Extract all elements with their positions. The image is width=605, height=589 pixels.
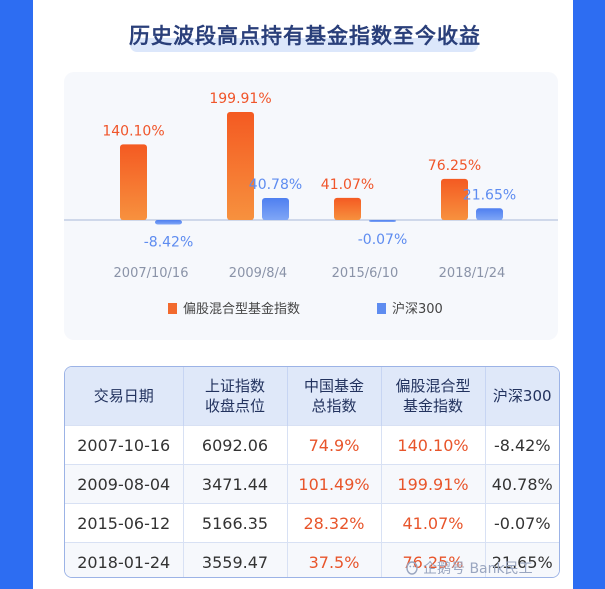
table-cell: 76.25% <box>381 542 486 577</box>
page-title: 历史波段高点持有基金指数至今收益 <box>129 24 481 48</box>
table-cell: 21.65% <box>485 542 559 577</box>
table-cell: 3559.47 <box>183 542 288 577</box>
table-cell: 2009-08-04 <box>65 464 184 504</box>
title-block: 历史波段高点持有基金指数至今收益 <box>100 16 510 60</box>
bar-fund-3 <box>441 178 468 220</box>
bar-fund-2 <box>334 197 361 220</box>
watermark-text: 企鹅号 Bank民工 <box>423 561 533 577</box>
table-header-cell-0: 交易日期 <box>65 367 184 426</box>
data-label-fund-2: 41.07% <box>321 177 374 193</box>
table-header-cell-4: 沪深300 <box>485 367 559 426</box>
table-cell: -8.42% <box>485 425 559 465</box>
data-label-hs300-3: 21.65% <box>463 187 516 203</box>
data-table: 交易日期 上证指数 收盘点位 中国基金 总指数 偏股混合型 基金指数 沪深300 2007-1… <box>65 367 559 577</box>
table-cell: 140.10% <box>381 425 486 465</box>
table-header-row: 交易日期 上证指数 收盘点位 中国基金 总指数 偏股混合型 基金指数 沪深300 <box>65 367 559 426</box>
table-cell: 40.78% <box>485 464 559 504</box>
left-border <box>0 0 33 589</box>
legend-label-fund: 偏股混合型基金指数 <box>183 301 300 317</box>
table-cell: 2015-06-12 <box>65 503 184 543</box>
category-label-1: 2009/8/4 <box>229 266 287 281</box>
data-label-hs300-2: -0.07% <box>358 232 408 248</box>
table-cell: 101.49% <box>287 464 382 504</box>
bar-hs300-1 <box>262 197 289 220</box>
table-row: 2015-06-12 5166.35 28.32% 41.07% -0.07% <box>65 503 559 543</box>
table-row: 2007-10-16 6092.06 74.9% 140.10% -8.42% <box>65 425 559 465</box>
data-label-hs300-1: 40.78% <box>249 177 302 193</box>
table-header-cell-3: 偏股混合型 基金指数 <box>381 367 486 426</box>
table-body: 2007-10-16 6092.06 74.9% 140.10% -8.42% 2009-… <box>65 425 559 577</box>
table-cell: 28.32% <box>287 503 382 543</box>
data-label-fund-1: 199.91% <box>209 91 271 107</box>
right-border <box>573 0 605 589</box>
table-cell: 37.5% <box>287 542 382 577</box>
bar-hs300-0 <box>155 220 182 225</box>
table-row: 2009-08-04 3471.44 101.49% 199.91% 40.78% <box>65 464 559 504</box>
data-label-hs300-0: -8.42% <box>144 235 194 251</box>
table-row: 2018-01-24 3559.47 37.5% 76.25% 21.65% <box>65 542 559 577</box>
data-table-card: 交易日期 上证指数 收盘点位 中国基金 总指数 偏股混合型 基金指数 沪深300 2007-1… <box>64 366 560 578</box>
title-highlight <box>130 38 478 52</box>
data-label-fund-3: 76.25% <box>428 158 481 174</box>
chart-card: 140.10% -8.42% 2007/10/16 199.91% 40.78% 2009… <box>64 72 558 340</box>
table-cell: 2018-01-24 <box>65 542 184 577</box>
legend-swatch-hs300 <box>377 303 386 314</box>
legend-label-hs300: 沪深300 <box>392 301 443 317</box>
table-cell: 74.9% <box>287 425 382 465</box>
category-label-2: 2015/6/10 <box>332 266 399 281</box>
bar-hs300-3 <box>476 208 503 220</box>
table-header-cell-1: 上证指数 收盘点位 <box>183 367 288 426</box>
table-cell: -0.07% <box>485 503 559 543</box>
table-header-cell-2: 中国基金 总指数 <box>287 367 382 426</box>
legend-swatch-fund <box>168 303 177 314</box>
category-label-3: 2018/1/24 <box>439 266 506 281</box>
table-cell: 6092.06 <box>183 425 288 465</box>
table-cell: 5166.35 <box>183 503 288 543</box>
bar-fund-0 <box>120 144 147 220</box>
table-cell: 41.07% <box>381 503 486 543</box>
table-cell: 2007-10-16 <box>65 425 184 465</box>
penguin-icon <box>406 561 418 575</box>
watermark: 企鹅号 Bank民工 <box>405 558 533 578</box>
bar-fund-1 <box>227 112 254 220</box>
data-label-fund-0: 140.10% <box>102 123 164 139</box>
table-cell: 3471.44 <box>183 464 288 504</box>
bar-hs300-2 <box>369 220 396 222</box>
bar-chart: 140.10% -8.42% 2007/10/16 199.91% 40.78% 2009… <box>64 91 558 317</box>
category-label-0: 2007/10/16 <box>114 266 189 281</box>
table-cell: 199.91% <box>381 464 486 504</box>
